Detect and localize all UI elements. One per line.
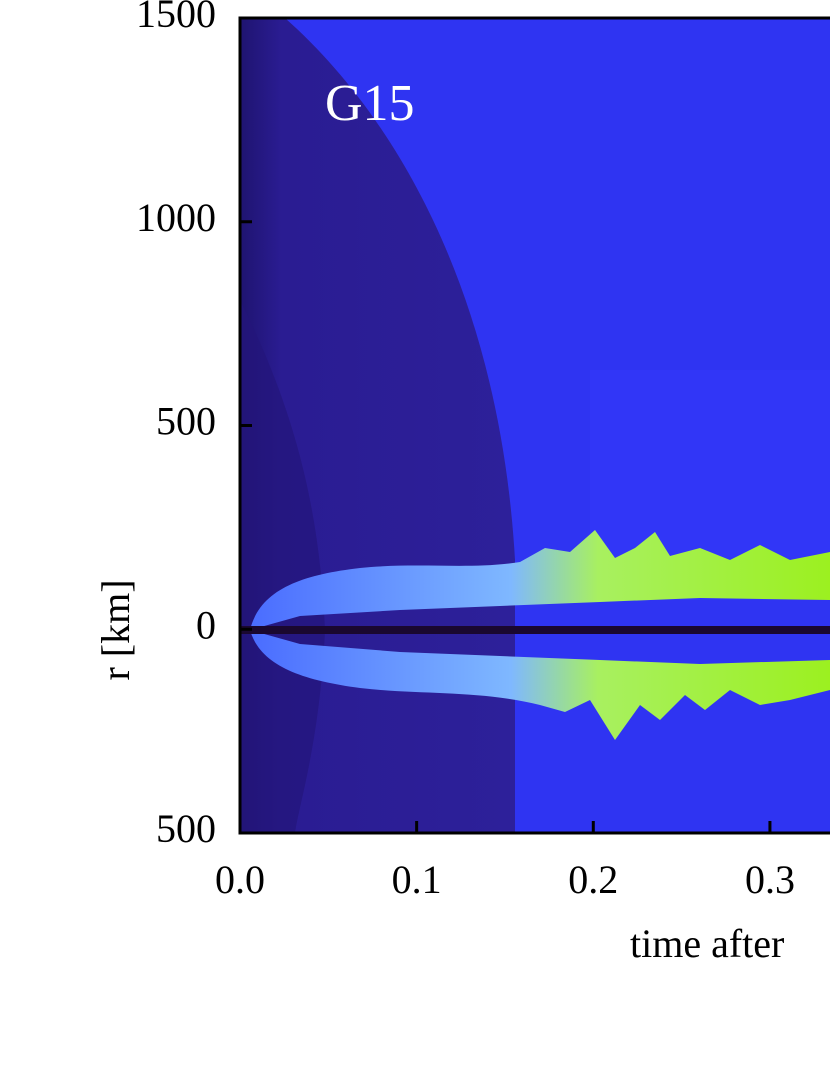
- heatmap: [240, 18, 830, 833]
- y-tick-label: 1000: [136, 195, 216, 240]
- x-tick-label: 0.1: [392, 857, 442, 902]
- y-tick-label: 1500: [136, 0, 216, 36]
- y-axis-label: r [km]: [93, 579, 138, 680]
- y-tick-label: 500: [156, 399, 216, 444]
- y-tick-label: 0: [196, 602, 216, 647]
- annotation: G15: [325, 75, 415, 132]
- y-tick-label: 500: [156, 806, 216, 851]
- x-tick-label: 0.2: [568, 857, 618, 902]
- x-tick-label: 0.3: [745, 857, 795, 902]
- x-axis-label: time after: [630, 921, 784, 966]
- x-tick-label: 0.0: [215, 857, 265, 902]
